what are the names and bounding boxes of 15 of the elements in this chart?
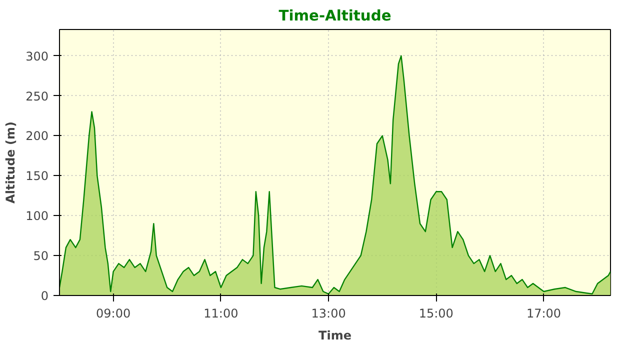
y-axis-title: Altitude (m) [4,122,18,204]
y-tick-label: 200 [26,129,48,144]
x-tick-label: 17:00 [526,306,562,320]
y-tick-label: 100 [26,209,48,224]
chart-title: Time-Altitude [278,8,392,24]
x-tick-label: 15:00 [418,306,454,320]
y-tick-label: 150 [26,169,48,184]
x-tick-label: 09:00 [96,306,131,320]
x-tick-label: 11:00 [204,306,238,320]
y-tick-label: 0 [40,289,49,303]
x-axis-title: Time [318,328,352,342]
y-tick-label: 250 [26,89,48,104]
y-tick-label: 50 [33,249,49,264]
y-tick-label: 300 [26,49,48,64]
x-tick-label: 13:00 [311,306,346,320]
